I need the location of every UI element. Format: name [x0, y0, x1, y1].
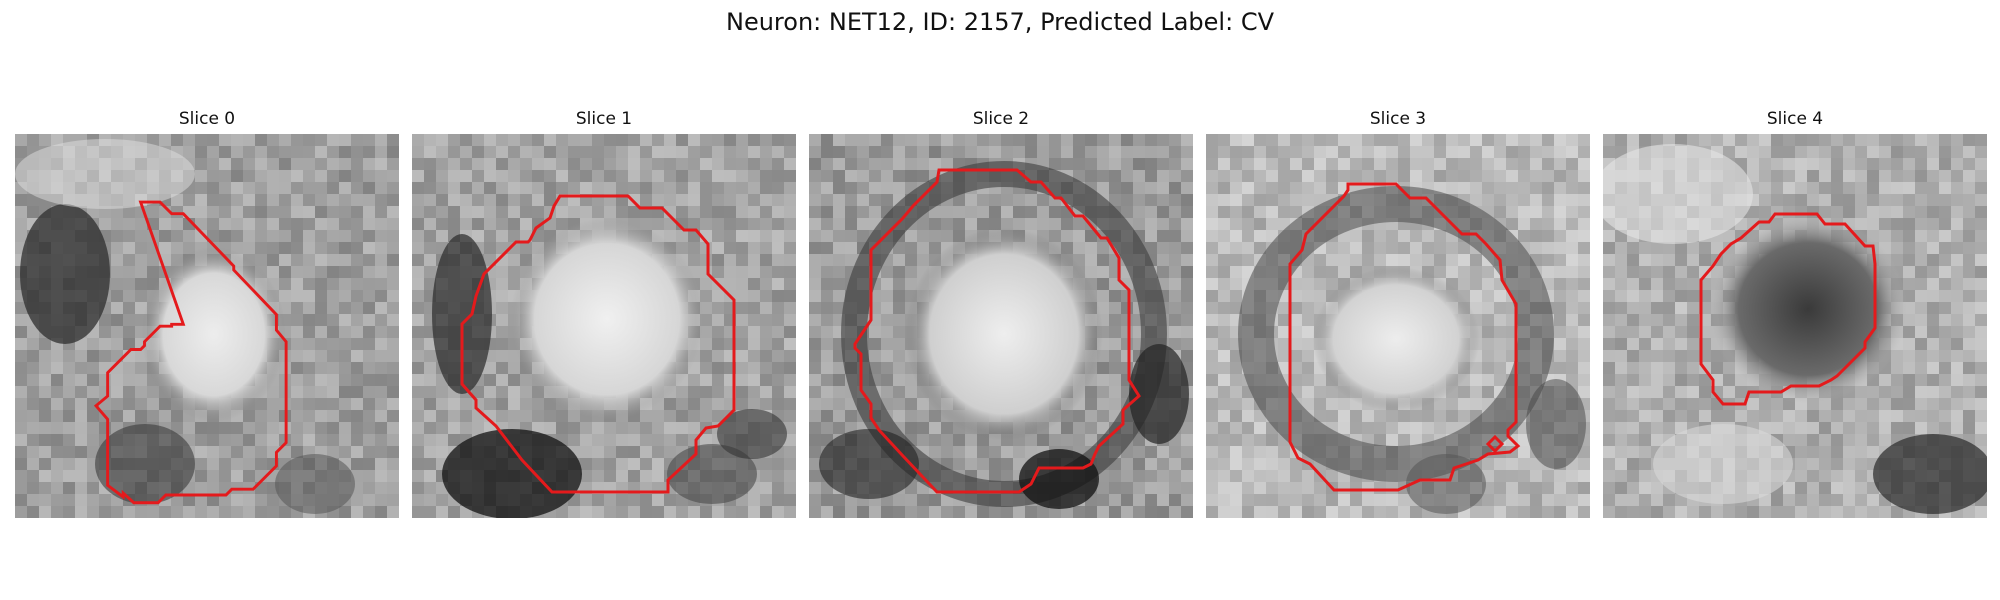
slice-title-2: Slice 2 [809, 108, 1193, 134]
slice-image-3 [1206, 134, 1590, 518]
slice-image-1 [412, 134, 796, 518]
slice-image-4 [1603, 134, 1987, 518]
slice-panel-0: Slice 0 [15, 108, 399, 518]
slice-title-4: Slice 4 [1603, 108, 1987, 134]
figure-title: Neuron: NET12, ID: 2157, Predicted Label… [0, 8, 2000, 36]
slice-title-0: Slice 0 [15, 108, 399, 134]
slice-image-0 [15, 134, 399, 518]
slice-image-2 [809, 134, 1193, 518]
slice-panel-4: Slice 4 [1603, 108, 1987, 518]
slice-title-1: Slice 1 [412, 108, 796, 134]
slice-panel-2: Slice 2 [809, 108, 1193, 518]
slice-panel-3: Slice 3 [1206, 108, 1590, 518]
slice-panel-1: Slice 1 [412, 108, 796, 518]
slice-title-3: Slice 3 [1206, 108, 1590, 134]
